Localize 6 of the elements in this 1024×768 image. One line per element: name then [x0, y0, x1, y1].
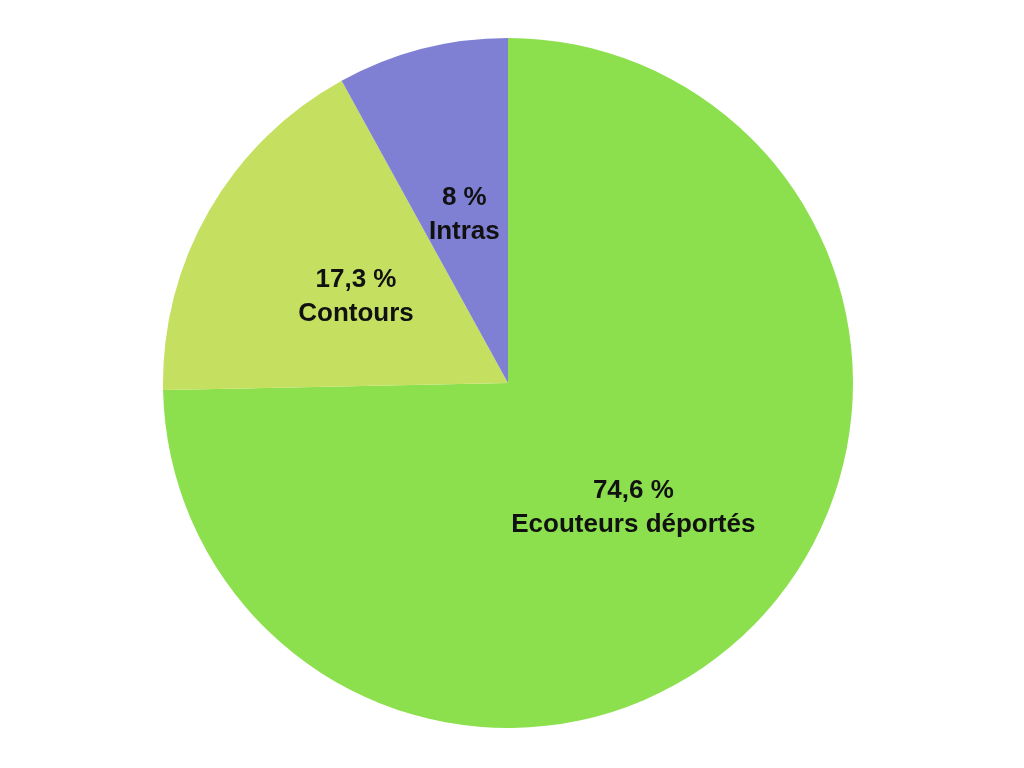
- data-label: 17,3 %: [315, 263, 397, 294]
- slice-label: Ecouteurs déportés: [511, 507, 756, 538]
- data-label: 8 %: [441, 181, 487, 212]
- slice-label: Intras: [428, 215, 500, 246]
- slice-label: Contours: [298, 297, 414, 328]
- data-label: 74,6 %: [592, 473, 674, 504]
